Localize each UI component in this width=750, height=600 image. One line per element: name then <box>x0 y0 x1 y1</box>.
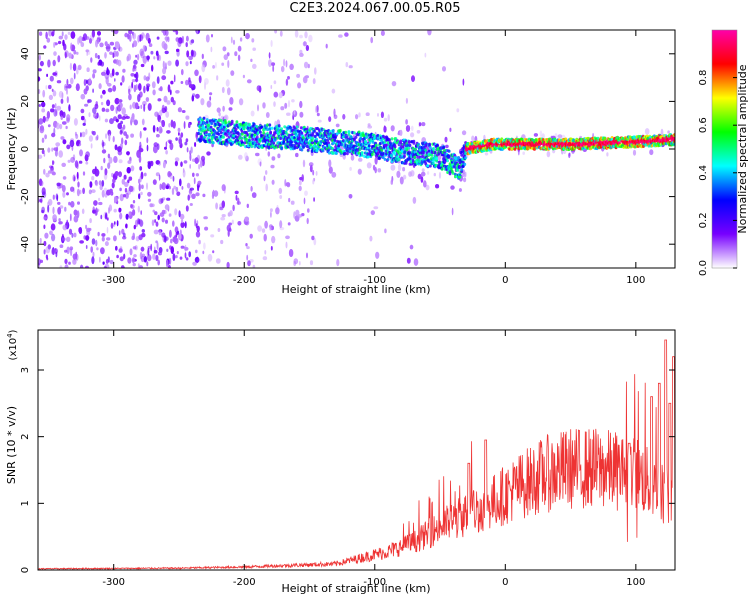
colorbar-tick-label: 0.8 <box>698 70 709 86</box>
x-tick-label: 100 <box>626 577 645 588</box>
colorbar-tick-label: 0.6 <box>698 117 709 133</box>
colorbar-tick-label: 0.4 <box>698 165 709 181</box>
colorbar-tick-label: 0.2 <box>698 212 709 228</box>
top-x-axis-label: Height of straight line (km) <box>281 283 430 296</box>
x-tick-label: -100 <box>363 577 386 588</box>
y-tick-label: -40 <box>20 236 31 252</box>
x-tick-label: -200 <box>233 577 256 588</box>
colorbar-gradient <box>711 29 738 269</box>
x-tick-label: 0 <box>502 577 508 588</box>
top-y-axis-label: Frequency (Hz) <box>5 108 18 191</box>
snr-frame <box>37 329 676 571</box>
x-tick-label: 0 <box>502 275 508 286</box>
y-tick-label: 0 <box>20 146 31 152</box>
y-tick-label: 0 <box>20 567 31 573</box>
spectrogram-heatmap <box>38 30 675 268</box>
y-tick-label: -20 <box>20 188 31 204</box>
y-tick-label: 1 <box>20 500 31 506</box>
figure-title: C2E3.2024.067.00.05.R05 <box>289 1 461 16</box>
x-tick-label: -100 <box>363 275 386 286</box>
x-tick-label: -300 <box>102 577 125 588</box>
bottom-x-axis-label: Height of straight line (km) <box>281 582 430 595</box>
y-tick-label: 2 <box>20 433 31 439</box>
snr-series-line <box>38 339 675 570</box>
x-tick-label: 100 <box>626 275 645 286</box>
y-multiplier-label: (x104) <box>6 329 19 360</box>
y-tick-label: 40 <box>20 47 31 60</box>
y-tick-label: 20 <box>20 95 31 108</box>
snr-panel: -300 -200 -100 0 100 0 1 2 3 Height of straight… <box>5 329 676 595</box>
colorbar-tick-label: 0.0 <box>698 260 709 276</box>
x-tick-label: -200 <box>233 275 256 286</box>
bottom-y-axis-label: SNR (10 * v/v) <box>5 406 18 484</box>
x-tick-label: -300 <box>102 275 125 286</box>
colorbar: 0.0 0.2 0.4 0.6 0.8 Normalized spectral ampl… <box>698 29 749 276</box>
y-tick-label: 3 <box>20 367 31 373</box>
colorbar-label: Normalized spectral amplitude <box>736 64 749 233</box>
